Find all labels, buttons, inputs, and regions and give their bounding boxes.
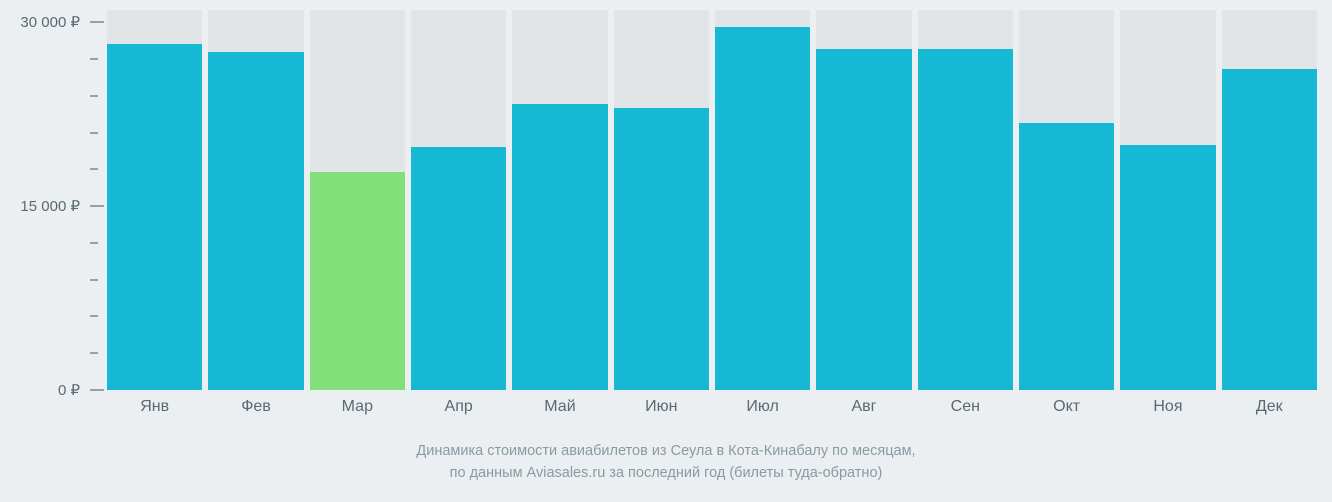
x-axis-label: Фев <box>205 398 306 422</box>
chart-caption: Динамика стоимости авиабилетов из Сеула … <box>0 440 1332 485</box>
y-tick-minor <box>90 279 98 281</box>
bar-column <box>611 10 712 390</box>
y-tick-major <box>90 21 104 23</box>
bar <box>614 108 709 390</box>
bar-column <box>915 10 1016 390</box>
y-axis: 0 ₽15 000 ₽30 000 ₽ <box>0 10 88 390</box>
x-axis-label: Янв <box>104 398 205 422</box>
x-axis-label: Май <box>509 398 610 422</box>
bar <box>1120 145 1215 390</box>
x-axis-label: Апр <box>408 398 509 422</box>
plot-area <box>104 10 1320 390</box>
bar-column <box>205 10 306 390</box>
y-tick-major <box>90 389 104 391</box>
bar <box>310 172 405 390</box>
bar-column <box>1117 10 1218 390</box>
x-axis-label: Июн <box>611 398 712 422</box>
y-tick-minor <box>90 242 98 244</box>
x-axis-labels: ЯнвФевМарАпрМайИюнИюлАвгСенОктНояДек <box>104 398 1320 422</box>
bar <box>816 49 911 390</box>
bar-column <box>104 10 205 390</box>
y-tick-minor <box>90 95 98 97</box>
bar-column <box>1219 10 1320 390</box>
caption-line-1: Динамика стоимости авиабилетов из Сеула … <box>0 440 1332 462</box>
x-axis-label: Окт <box>1016 398 1117 422</box>
x-axis-label: Мар <box>307 398 408 422</box>
bar <box>107 44 202 390</box>
price-chart: 0 ₽ 15 000 ₽ 30 000 ₽ ЯнвФевМарАпрМайИюнИю… <box>0 0 1332 502</box>
y-tick-major <box>90 205 104 207</box>
y-axis-label: 15 000 ₽ <box>20 197 80 215</box>
x-axis-label: Сен <box>915 398 1016 422</box>
y-tick-minor <box>90 132 98 134</box>
bar-column <box>712 10 813 390</box>
bar-column <box>1016 10 1117 390</box>
x-axis-label: Авг <box>813 398 914 422</box>
bar <box>411 147 506 390</box>
x-axis-label: Июл <box>712 398 813 422</box>
x-axis-label: Ноя <box>1117 398 1218 422</box>
y-tick-minor <box>90 58 98 60</box>
y-axis-label: 0 ₽ <box>58 381 80 399</box>
x-axis-label: Дек <box>1219 398 1320 422</box>
bar-column <box>509 10 610 390</box>
y-tick-minor <box>90 315 98 317</box>
bar <box>918 49 1013 390</box>
bar <box>1222 69 1317 390</box>
bar <box>208 52 303 390</box>
bar <box>512 104 607 390</box>
bar <box>1019 123 1114 390</box>
y-axis-label: 30 000 ₽ <box>20 13 80 31</box>
bar-column <box>813 10 914 390</box>
bar-column <box>307 10 408 390</box>
bar <box>715 27 810 390</box>
caption-line-2: по данным Aviasales.ru за последний год … <box>0 462 1332 484</box>
y-tick-minor <box>90 352 98 354</box>
y-tick-minor <box>90 168 98 170</box>
bar-column <box>408 10 509 390</box>
